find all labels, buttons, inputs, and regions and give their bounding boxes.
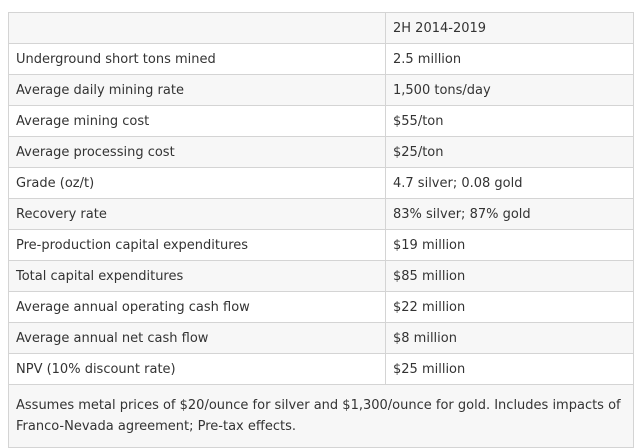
row-value: 1,500 tons/day <box>385 74 634 106</box>
footnote: Assumes metal prices of $20/ounce for si… <box>8 384 634 448</box>
mine-economics-table: 2H 2014-2019 Underground short tons mine… <box>8 12 634 448</box>
table-row: Average annual net cash flow $8 million <box>8 322 634 354</box>
table-row: Total capital expenditures $85 million <box>8 260 634 292</box>
footnote-row: Assumes metal prices of $20/ounce for si… <box>8 384 634 448</box>
table-row: Underground short tons mined 2.5 million <box>8 43 634 75</box>
row-label: Total capital expenditures <box>8 260 386 292</box>
row-label: Underground short tons mined <box>8 43 386 75</box>
row-value: $8 million <box>385 322 634 354</box>
header-label-cell <box>8 12 386 44</box>
row-value: 2.5 million <box>385 43 634 75</box>
row-label: NPV (10% discount rate) <box>8 353 386 385</box>
table-body: 2H 2014-2019 Underground short tons mine… <box>8 12 634 448</box>
row-value: 83% silver; 87% gold <box>385 198 634 230</box>
row-value: $22 million <box>385 291 634 323</box>
row-value: $25/ton <box>385 136 634 168</box>
table-row: Average mining cost $55/ton <box>8 105 634 137</box>
row-label: Average processing cost <box>8 136 386 168</box>
header-period-cell: 2H 2014-2019 <box>385 12 634 44</box>
row-label: Recovery rate <box>8 198 386 230</box>
row-label: Average mining cost <box>8 105 386 137</box>
table-row: Pre-production capital expenditures $19 … <box>8 229 634 261</box>
table-row: Average processing cost $25/ton <box>8 136 634 168</box>
row-label: Average annual operating cash flow <box>8 291 386 323</box>
table-row: Average daily mining rate 1,500 tons/day <box>8 74 634 106</box>
row-label: Average annual net cash flow <box>8 322 386 354</box>
table-row: Average annual operating cash flow $22 m… <box>8 291 634 323</box>
row-label: Average daily mining rate <box>8 74 386 106</box>
table-row: Grade (oz/t) 4.7 silver; 0.08 gold <box>8 167 634 199</box>
row-value: 4.7 silver; 0.08 gold <box>385 167 634 199</box>
row-label: Pre-production capital expenditures <box>8 229 386 261</box>
table-header-row: 2H 2014-2019 <box>8 12 634 44</box>
row-value: $55/ton <box>385 105 634 137</box>
row-value: $19 million <box>385 229 634 261</box>
row-label: Grade (oz/t) <box>8 167 386 199</box>
row-value: $25 million <box>385 353 634 385</box>
table-row: NPV (10% discount rate) $25 million <box>8 353 634 385</box>
table-row: Recovery rate 83% silver; 87% gold <box>8 198 634 230</box>
row-value: $85 million <box>385 260 634 292</box>
